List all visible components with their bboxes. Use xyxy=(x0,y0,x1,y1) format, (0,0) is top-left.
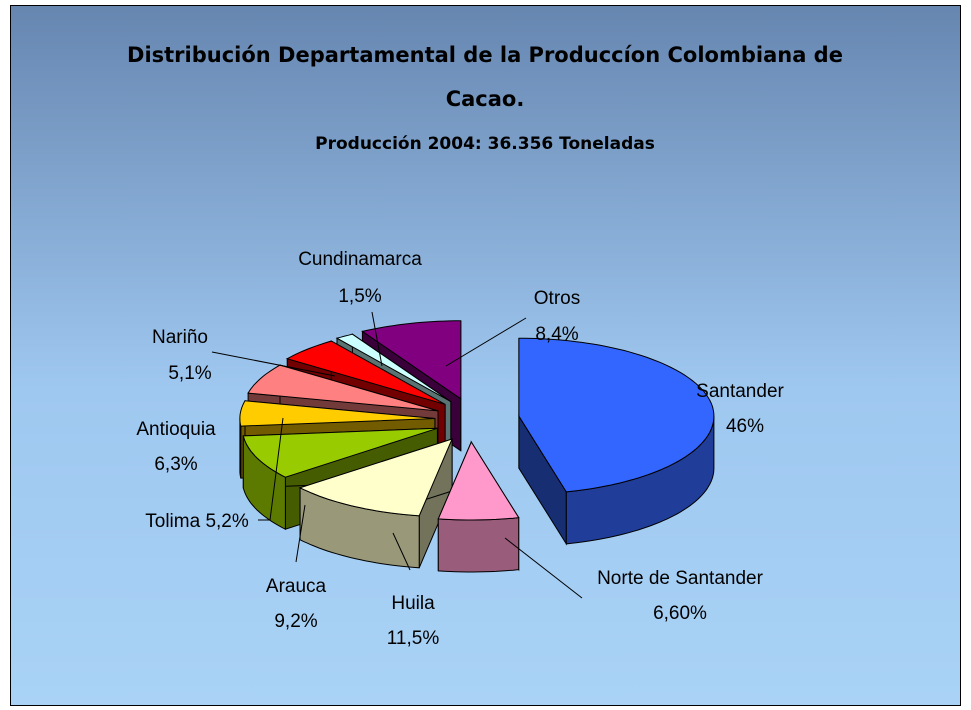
slice xyxy=(437,440,520,573)
slice-label: Santander xyxy=(696,381,784,402)
leader-line xyxy=(371,311,383,367)
slice-top xyxy=(518,337,715,493)
leader-line xyxy=(392,532,411,571)
chart-subtitle: Producción 2004: 36.356 Toneladas xyxy=(315,134,655,154)
leader-line xyxy=(258,417,284,521)
slice-label: Norte de Santander xyxy=(597,568,764,589)
slice-label: Otros xyxy=(534,288,580,309)
slice-value: 8,4% xyxy=(535,324,578,345)
slice-value: 5,2% xyxy=(205,511,248,532)
slice-value: 9,2% xyxy=(274,611,317,632)
slice-top xyxy=(361,320,462,400)
slice-top xyxy=(335,333,452,403)
slice xyxy=(518,337,715,546)
slice-side xyxy=(239,418,242,479)
pie xyxy=(239,320,715,573)
slice-label: Cundinamarca xyxy=(298,249,422,270)
slice xyxy=(298,438,453,569)
slice-value: 6,60% xyxy=(653,603,707,624)
slice-top xyxy=(285,340,446,405)
slice-label: Tolima xyxy=(145,511,200,532)
slice-label-row: Tolima 5,2% xyxy=(145,511,249,532)
labels: Santander 46% Norte de Santander 6,60% H… xyxy=(136,249,784,649)
slice-label: Antioquia xyxy=(136,419,216,440)
slice-label: Arauca xyxy=(266,576,327,597)
slice-top xyxy=(239,400,435,427)
slice-top xyxy=(298,438,453,517)
slice-value: 46% xyxy=(726,416,764,437)
slice-top xyxy=(437,440,520,521)
chart-title: Distribución Departamental de la Producc… xyxy=(127,43,843,111)
slice-top xyxy=(247,364,439,412)
leader-line xyxy=(504,537,583,599)
chart-area xyxy=(10,5,961,706)
slice-label: Huila xyxy=(391,593,435,614)
slice-value: 1,5% xyxy=(338,286,381,307)
leader-line xyxy=(445,317,527,367)
leader-line xyxy=(295,504,306,563)
slice-value: 6,3% xyxy=(154,454,197,475)
leader-lines xyxy=(211,311,583,599)
leader-line xyxy=(211,351,336,377)
slice-value: 11,5% xyxy=(387,628,440,649)
slice-label: Nariño xyxy=(152,327,208,348)
slice-side xyxy=(437,517,520,573)
slice-value: 5,1% xyxy=(168,363,211,384)
